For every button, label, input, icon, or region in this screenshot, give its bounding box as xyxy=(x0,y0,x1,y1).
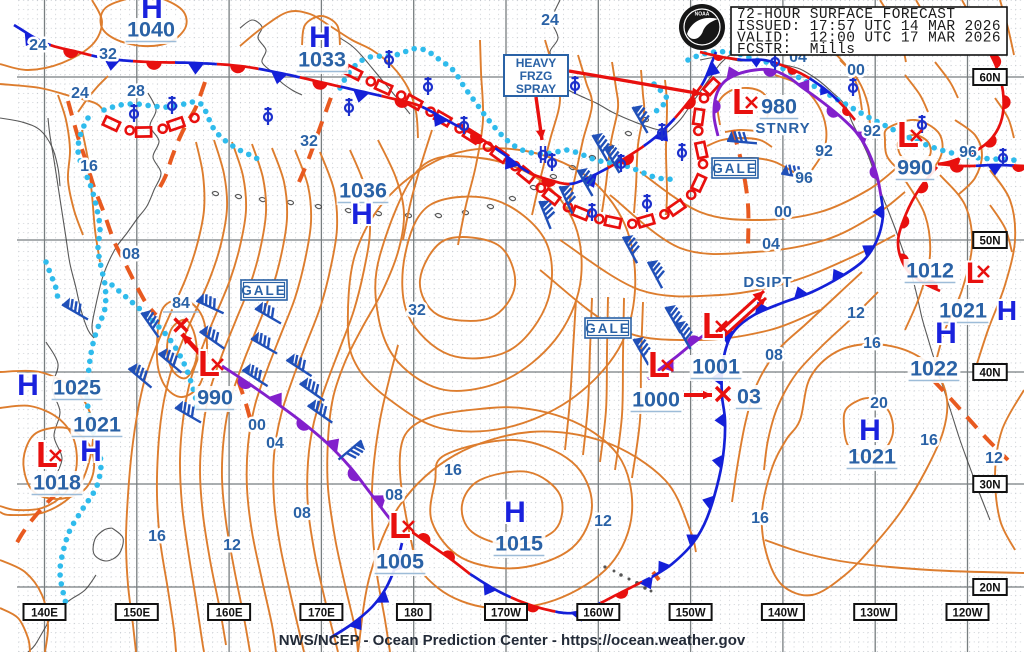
svg-text:ISSUED: 17:57 UTC 14 MAR 2026: ISSUED: 17:57 UTC 14 MAR 2026 xyxy=(737,19,1001,35)
svg-text:03: 03 xyxy=(737,385,761,409)
svg-text:1012: 1012 xyxy=(906,259,954,283)
svg-text:H: H xyxy=(351,198,373,231)
svg-text:00: 00 xyxy=(847,62,865,79)
svg-text:NOAA: NOAA xyxy=(695,12,710,18)
svg-text:FRZG: FRZG xyxy=(520,69,553,83)
svg-text:GALE: GALE xyxy=(241,283,287,298)
svg-text:GALE: GALE xyxy=(585,321,631,336)
svg-text:1025: 1025 xyxy=(53,376,101,400)
svg-text:NWS/NCEP - Ocean Prediction Ce: NWS/NCEP - Ocean Prediction Center - htt… xyxy=(279,632,746,649)
svg-text:980: 980 xyxy=(761,95,797,119)
svg-text:990: 990 xyxy=(897,156,933,180)
svg-text:1021: 1021 xyxy=(73,413,121,437)
svg-text:20N: 20N xyxy=(979,583,1000,595)
svg-text:120W: 120W xyxy=(952,608,982,620)
svg-text:32: 32 xyxy=(408,302,426,319)
svg-text:00: 00 xyxy=(774,204,792,221)
svg-text:VALID: 12:00 UTC 17 MAR 2026: VALID: 12:00 UTC 17 MAR 2026 xyxy=(737,31,1001,47)
svg-text:SPRAY: SPRAY xyxy=(516,82,556,96)
svg-text:180: 180 xyxy=(404,608,423,620)
svg-text:H: H xyxy=(997,295,1017,326)
svg-text:H: H xyxy=(80,435,102,468)
svg-text:HEAVY: HEAVY xyxy=(516,56,556,70)
svg-text:16: 16 xyxy=(444,462,462,479)
svg-text:96: 96 xyxy=(959,144,977,161)
svg-text:STNRY: STNRY xyxy=(755,120,810,137)
svg-text:92: 92 xyxy=(815,143,833,160)
svg-text:H: H xyxy=(859,414,881,447)
svg-text:H: H xyxy=(935,317,957,350)
svg-text:04: 04 xyxy=(762,236,780,253)
svg-text:1040: 1040 xyxy=(127,18,175,42)
svg-text:L: L xyxy=(966,257,984,290)
svg-text:1033: 1033 xyxy=(298,48,346,72)
svg-text:16: 16 xyxy=(751,510,769,527)
svg-text:150W: 150W xyxy=(676,608,706,620)
svg-text:1021: 1021 xyxy=(848,445,896,469)
svg-text:FCSTR: Mills: FCSTR: Mills xyxy=(737,42,855,58)
svg-text:H: H xyxy=(17,369,39,402)
svg-text:60N: 60N xyxy=(979,73,1000,85)
svg-text:990: 990 xyxy=(197,386,233,410)
svg-text:16: 16 xyxy=(863,335,881,352)
svg-text:12: 12 xyxy=(223,537,241,554)
svg-text:24: 24 xyxy=(71,85,89,102)
svg-text:150E: 150E xyxy=(123,608,150,620)
svg-text:12: 12 xyxy=(985,450,1003,467)
svg-text:1000: 1000 xyxy=(632,388,680,412)
svg-text:1001: 1001 xyxy=(692,355,740,379)
svg-text:16: 16 xyxy=(80,158,98,175)
svg-text:170E: 170E xyxy=(308,608,335,620)
svg-text:24: 24 xyxy=(541,12,559,29)
svg-text:170W: 170W xyxy=(491,608,521,620)
svg-text:1036: 1036 xyxy=(339,179,387,203)
svg-text:96: 96 xyxy=(795,170,813,187)
svg-text:72-HOUR SURFACE FORECAST: 72-HOUR SURFACE FORECAST xyxy=(737,7,955,23)
svg-text:16: 16 xyxy=(148,528,166,545)
svg-text:28: 28 xyxy=(127,83,145,100)
svg-text:140E: 140E xyxy=(31,608,58,620)
svg-text:1015: 1015 xyxy=(495,532,543,556)
svg-text:00: 00 xyxy=(248,417,266,434)
svg-text:08: 08 xyxy=(293,505,311,522)
svg-text:160W: 160W xyxy=(583,608,613,620)
svg-text:16: 16 xyxy=(920,432,938,449)
svg-text:1005: 1005 xyxy=(376,550,424,574)
svg-text:50N: 50N xyxy=(979,236,1000,248)
svg-text:L: L xyxy=(198,343,220,384)
svg-text:32: 32 xyxy=(300,133,318,150)
svg-text:160E: 160E xyxy=(216,608,243,620)
svg-text:24: 24 xyxy=(29,37,47,54)
svg-text:130W: 130W xyxy=(860,608,890,620)
svg-text:1018: 1018 xyxy=(33,471,81,495)
svg-text:04: 04 xyxy=(266,435,284,452)
svg-text:40N: 40N xyxy=(979,368,1000,380)
svg-text:08: 08 xyxy=(765,347,783,364)
svg-text:140W: 140W xyxy=(768,608,798,620)
svg-text:L: L xyxy=(648,344,670,385)
svg-text:92: 92 xyxy=(863,123,881,140)
svg-text:1022: 1022 xyxy=(910,357,958,381)
svg-text:08: 08 xyxy=(385,487,403,504)
svg-text:32: 32 xyxy=(99,46,117,63)
svg-text:30N: 30N xyxy=(979,480,1000,492)
svg-text:H: H xyxy=(504,496,526,529)
svg-text:08: 08 xyxy=(122,246,140,263)
svg-text:20: 20 xyxy=(870,395,888,412)
svg-text:12: 12 xyxy=(847,305,865,322)
svg-text:DSIPT: DSIPT xyxy=(743,274,792,291)
svg-text:GALE: GALE xyxy=(712,161,758,176)
svg-text:12: 12 xyxy=(594,513,612,530)
svg-text:84: 84 xyxy=(172,295,190,312)
svg-text:1021: 1021 xyxy=(939,299,987,323)
